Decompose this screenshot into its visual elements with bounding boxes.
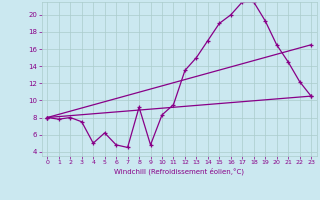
- X-axis label: Windchill (Refroidissement éolien,°C): Windchill (Refroidissement éolien,°C): [114, 168, 244, 175]
